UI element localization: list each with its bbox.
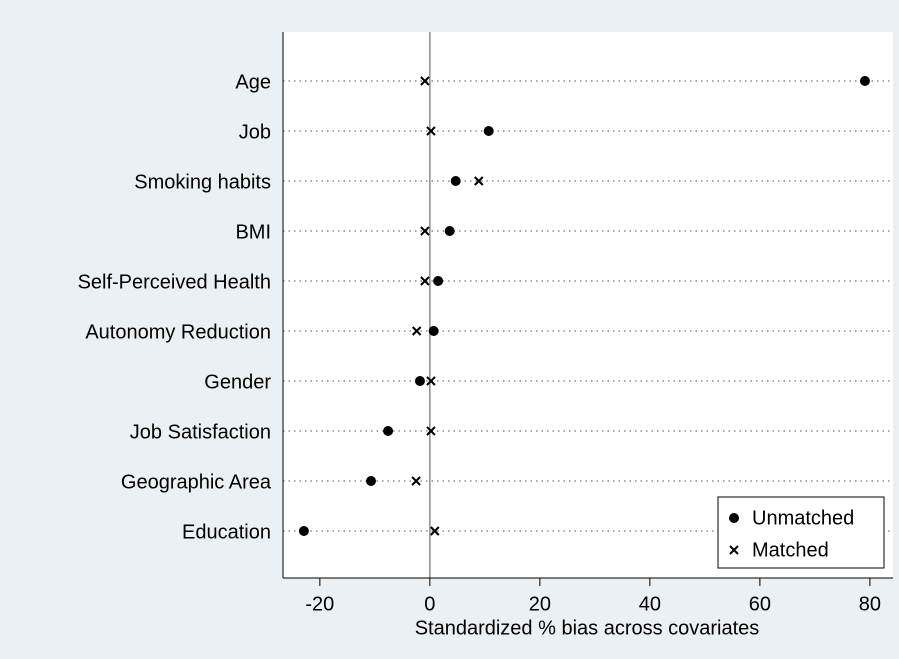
x-tick-label: -20 [305, 593, 334, 615]
dot-marker [426, 126, 436, 136]
y-tick-label: Gender [204, 371, 271, 393]
plot-area [283, 32, 893, 578]
dot-marker [420, 276, 430, 286]
legend-label: Matched [752, 539, 829, 561]
x-tick-label: 40 [639, 593, 661, 615]
dot-marker [426, 426, 436, 436]
dot-marker [298, 526, 309, 536]
x-tick-label: 80 [859, 593, 881, 615]
y-tick-label: Age [235, 71, 271, 93]
dot-marker [414, 376, 425, 386]
legend-label: Unmatched [752, 507, 854, 529]
legend-marker [729, 545, 739, 555]
dot-marker [483, 126, 494, 136]
dot-marker [411, 326, 422, 336]
y-tick-label: Job Satisfaction [130, 421, 271, 443]
dot-marker [433, 276, 444, 286]
y-tick-label: Smoking habits [134, 171, 271, 193]
legend-box [717, 496, 885, 569]
y-tick-label: Geographic Area [121, 471, 272, 493]
legend-marker [729, 513, 739, 523]
x-tick-label: 60 [749, 593, 771, 615]
y-tick-label: Self-Perceived Health [78, 271, 271, 293]
x-axis-label: Standardized % bias across covariates [415, 617, 760, 639]
dot-marker [430, 526, 440, 536]
x-tick-label: 0 [424, 593, 435, 615]
y-tick-label: Autonomy Reduction [85, 321, 271, 343]
dot-marker [420, 226, 430, 236]
dot-marker [420, 76, 430, 86]
x-tick-label: 20 [529, 593, 551, 615]
dot-marker [859, 76, 870, 86]
dot-marker [444, 226, 455, 236]
dot-marker [383, 426, 394, 436]
dot-marker [428, 326, 439, 336]
dot-marker [450, 176, 461, 186]
y-tick-label: BMI [235, 221, 271, 243]
y-tick-label: Education [182, 521, 271, 543]
y-tick-label: Job [239, 121, 271, 143]
dot-marker [426, 376, 436, 386]
dot-marker [411, 476, 421, 486]
dot-marker [474, 176, 484, 186]
dot-marker [366, 476, 377, 486]
